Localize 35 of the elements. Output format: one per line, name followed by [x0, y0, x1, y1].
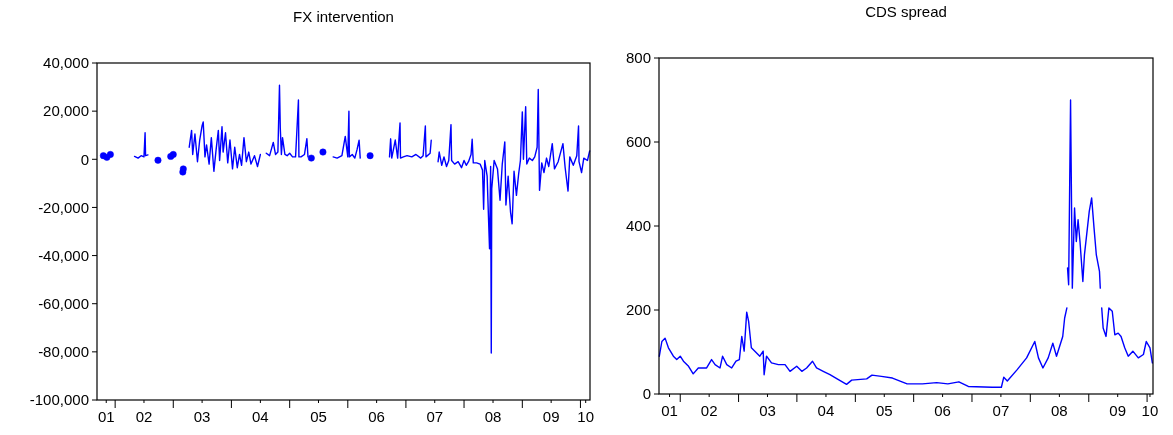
x-tick-label: 05	[875, 402, 893, 419]
y-tick-label: -40,000	[38, 246, 89, 264]
x-tick-label: 07	[992, 402, 1010, 419]
x-tick-label: 04	[252, 408, 269, 425]
y-tick-label: -20,000	[38, 198, 89, 216]
y-tick-label: 800	[625, 49, 651, 67]
x-tick-label: 02	[700, 402, 718, 419]
x-tick-label: 08	[484, 408, 502, 425]
y-tick-label: 200	[625, 301, 651, 319]
y-tick-label: -60,000	[38, 294, 89, 312]
x-tick-label: 06	[368, 408, 385, 425]
x-tick-label: 05	[310, 408, 327, 425]
x-tick-label: 02	[135, 408, 153, 425]
x-tick-label: 09	[542, 408, 560, 425]
y-tick-label: 0	[80, 150, 89, 168]
y-tick-label: 400	[625, 217, 651, 235]
y-tick-label: 40,000	[43, 54, 89, 72]
x-tick-label: 07	[426, 408, 444, 425]
x-tick-label: 09	[1109, 402, 1127, 419]
y-tick-label: -80,000	[38, 343, 89, 361]
chart-title: FX intervention	[293, 8, 394, 25]
x-tick-label: 10	[1141, 402, 1159, 419]
y-tick-label: 20,000	[43, 102, 89, 120]
x-tick-label: 06	[934, 402, 951, 419]
x-tick-label: 08	[1051, 402, 1068, 419]
x-tick-label: 01	[661, 402, 678, 419]
y-tick-label: 600	[625, 133, 651, 151]
y-tick-label: 0	[642, 385, 651, 403]
x-tick-label: 10	[577, 408, 595, 425]
chart-title: CDS spread	[865, 3, 947, 20]
x-tick-label: 03	[759, 402, 776, 419]
x-tick-label: 03	[193, 408, 211, 425]
y-tick-label: -100,000	[29, 391, 89, 409]
x-tick-label: 01	[97, 408, 115, 425]
x-tick-label: 04	[817, 402, 835, 419]
